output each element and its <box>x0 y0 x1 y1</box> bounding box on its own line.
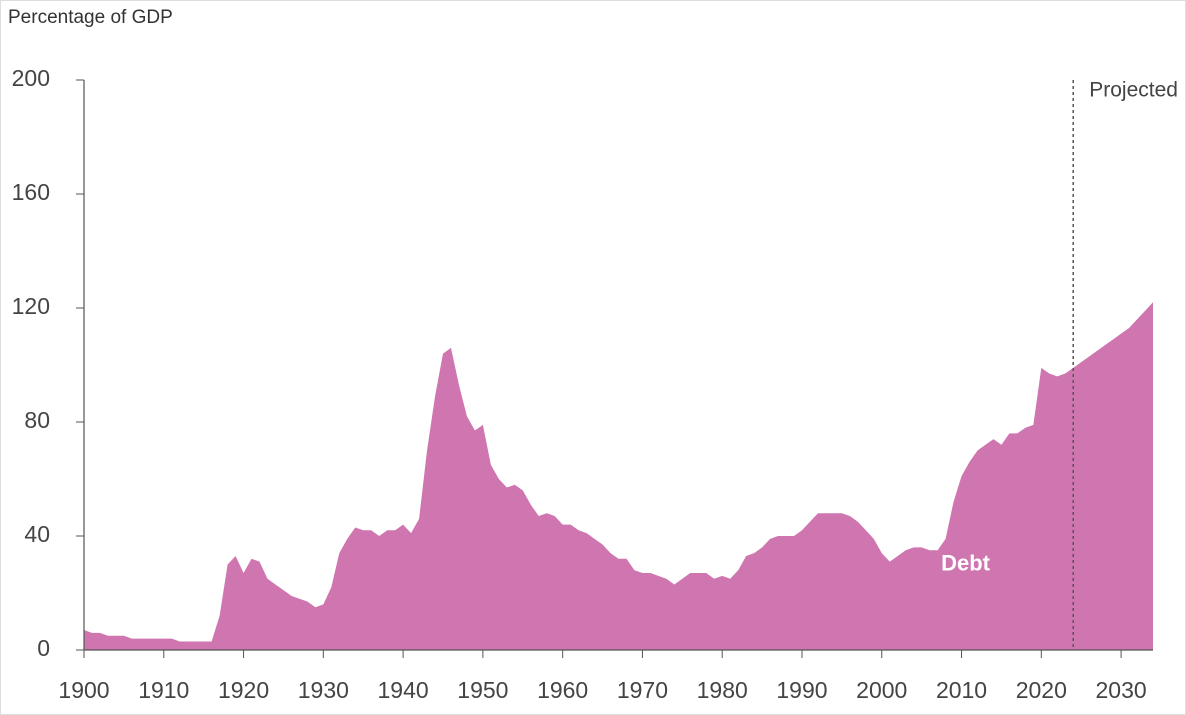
y-tick-label: 120 <box>12 293 50 319</box>
x-tick-label: 2030 <box>1096 677 1147 703</box>
x-tick-label: 2000 <box>856 677 907 703</box>
x-tick-label: 2020 <box>1016 677 1067 703</box>
x-tick-label: 1940 <box>378 677 429 703</box>
x-tick-label: 1990 <box>776 677 827 703</box>
x-tick-label: 1970 <box>617 677 668 703</box>
x-tick-label: 1980 <box>697 677 748 703</box>
projection-label: Projected <box>1089 79 1178 102</box>
y-tick-label: 80 <box>24 407 50 433</box>
x-tick-label: 1910 <box>138 677 189 703</box>
x-tick-label: 1960 <box>537 677 588 703</box>
x-tick-label: 1900 <box>58 677 109 703</box>
y-tick-label: 200 <box>12 65 50 91</box>
y-tick-label: 0 <box>37 635 50 661</box>
x-tick-label: 1930 <box>298 677 349 703</box>
x-tick-label: 1950 <box>457 677 508 703</box>
x-tick-label: 1920 <box>218 677 269 703</box>
area <box>84 302 1153 650</box>
y-tick-label: 40 <box>24 521 50 547</box>
x-tick-label: 2010 <box>936 677 987 703</box>
series-label: Debt <box>941 550 991 575</box>
y-axis-label: Percentage of GDP <box>8 7 173 28</box>
y-tick-label: 160 <box>12 179 50 205</box>
